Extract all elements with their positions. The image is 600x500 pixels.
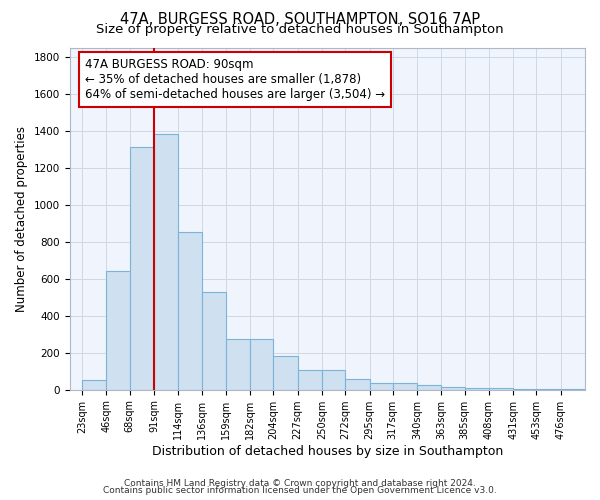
Bar (226, 339, 250, 390)
Y-axis label: Number of detached properties: Number of detached properties (15, 126, 28, 312)
Text: 47A, BURGESS ROAD, SOUTHAMPTON, SO16 7AP: 47A, BURGESS ROAD, SOUTHAMPTON, SO16 7AP (120, 12, 480, 28)
Bar (154, 134, 178, 390)
Bar (322, 370, 345, 390)
Bar (417, 385, 442, 390)
X-axis label: Distribution of detached houses by size in Southampton: Distribution of detached houses by size … (152, 444, 503, 458)
Bar (250, 339, 274, 390)
Bar (298, 370, 322, 390)
Bar (370, 383, 393, 390)
Bar (489, 388, 513, 390)
Text: 47A BURGESS ROAD: 90sqm
← 35% of detached houses are smaller (1,878)
64% of semi: 47A BURGESS ROAD: 90sqm ← 35% of detache… (85, 58, 385, 101)
Text: Contains public sector information licensed under the Open Government Licence v3: Contains public sector information licen… (103, 486, 497, 495)
Bar (393, 383, 417, 390)
Bar (561, 389, 585, 390)
Bar (513, 389, 536, 390)
Bar (442, 387, 464, 390)
Bar (106, 272, 130, 390)
Text: Size of property relative to detached houses in Southampton: Size of property relative to detached ho… (96, 22, 504, 36)
Bar (536, 389, 561, 390)
Bar (130, 148, 154, 390)
Bar (464, 388, 489, 390)
Bar (345, 378, 370, 390)
Bar (178, 232, 202, 390)
Bar (274, 356, 298, 390)
Text: Contains HM Land Registry data © Crown copyright and database right 2024.: Contains HM Land Registry data © Crown c… (124, 478, 476, 488)
Bar (202, 292, 226, 390)
Bar (82, 380, 106, 390)
